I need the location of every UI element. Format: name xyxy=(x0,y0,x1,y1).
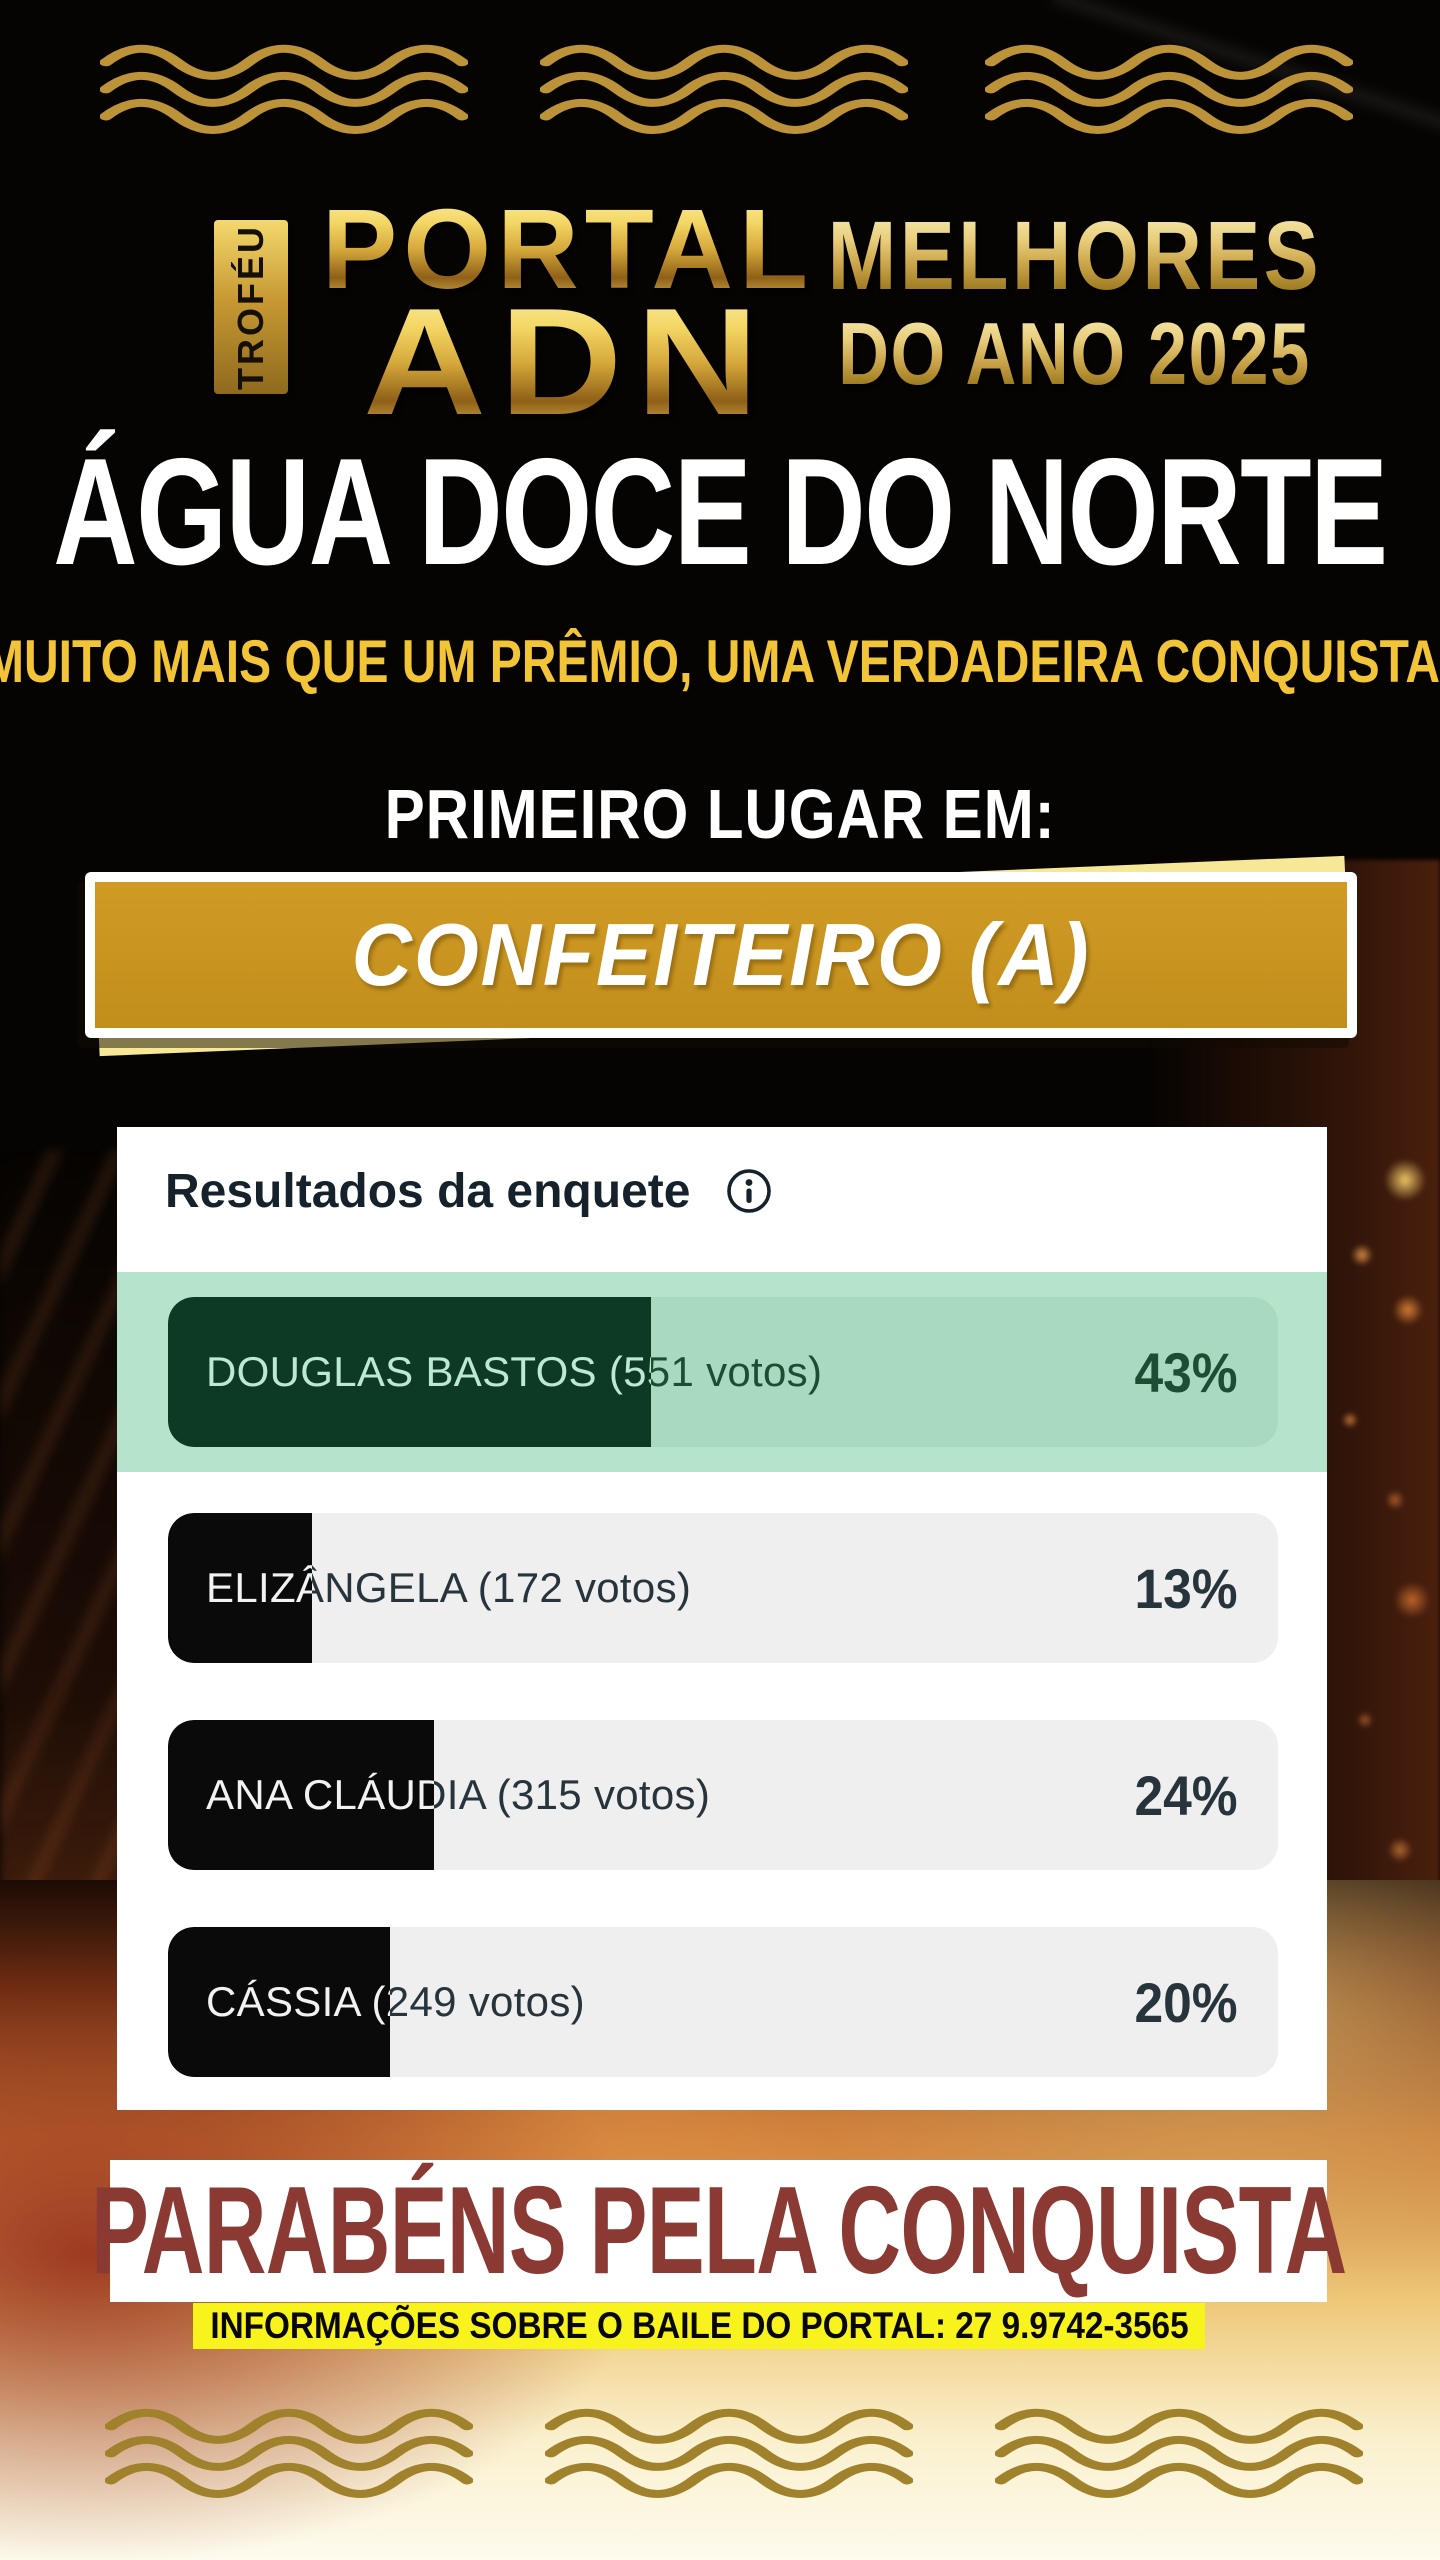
poll-title: Resultados da enquete xyxy=(165,1164,691,1218)
congrats-text: PARABÉNS PELA CONQUISTA xyxy=(90,2162,1347,2300)
poll-bar-fill: CÁSSIA (249 votos) xyxy=(168,1927,390,2077)
poll-bar-fill: DOUGLAS BASTOS (551 votos) xyxy=(168,1297,651,1447)
poll-results-card: Resultados da enquete DOUGLAS BASTOS (55… xyxy=(117,1127,1327,2110)
logo-do-ano: DO ANO 2025 xyxy=(838,304,1311,403)
poll-percent: 13% xyxy=(1134,1556,1238,1620)
poll-row: ELIZÂNGELA (172 votos) ELIZÂNGELA (172 v… xyxy=(168,1513,1278,1663)
trofeu-label: TROFÉU xyxy=(230,224,271,390)
poll-option-label-overlay: DOUGLAS BASTOS (551 votos) xyxy=(206,1348,651,1395)
poll-option-label-overlay: ELIZÂNGELA (172 votos) xyxy=(206,1564,313,1611)
poll-header: Resultados da enquete xyxy=(165,1159,774,1223)
brand-adn: ADN xyxy=(298,277,838,447)
poll-bar-track: CÁSSIA (249 votos) CÁSSIA (249 votos) 20… xyxy=(168,1927,1278,2077)
gold-waves-icon xyxy=(985,34,1353,146)
brand-portal: PORTAL xyxy=(321,186,815,312)
info-strip-text: INFORMAÇÕES SOBRE O BAILE DO PORTAL: 27 … xyxy=(209,2305,1189,2346)
trofeu-badge: TROFÉU xyxy=(214,220,288,394)
poll-row: ANA CLÁUDIA (315 votos) ANA CLÁUDIA (315… xyxy=(168,1720,1278,1870)
tagline: MUITO MAIS QUE UM PRÊMIO, UMA VERDADEIRA… xyxy=(0,627,1440,695)
poll-percent: 43% xyxy=(1134,1340,1238,1404)
city-title: ÁGUA DOCE DO NORTE xyxy=(53,426,1388,597)
laurel-branch-icon xyxy=(92,192,210,437)
poll-bar-track: ANA CLÁUDIA (315 votos) ANA CLÁUDIA (315… xyxy=(168,1720,1278,1870)
logo-melhores: MELHORES xyxy=(827,201,1322,310)
poll-option-label-overlay: CÁSSIA (249 votos) xyxy=(206,1978,390,2025)
category-banner: CONFEITEIRO (A) xyxy=(85,872,1357,1038)
poll-bar-fill: ELIZÂNGELA (172 votos) xyxy=(168,1513,313,1663)
info-strip: INFORMAÇÕES SOBRE O BAILE DO PORTAL: 27 … xyxy=(193,2303,1205,2349)
category-name: CONFEITEIRO (A) xyxy=(351,905,1091,1004)
award-label: PRIMEIRO LUGAR EM: xyxy=(384,775,1056,853)
poll-percent: 20% xyxy=(1134,1970,1238,2034)
gold-waves-icon xyxy=(100,34,468,146)
poll-row: DOUGLAS BASTOS (551 votos) DOUGLAS BASTO… xyxy=(168,1297,1278,1447)
poll-bar-fill: ANA CLÁUDIA (315 votos) xyxy=(168,1720,435,1870)
congrats-banner: PARABÉNS PELA CONQUISTA xyxy=(91,2160,1347,2302)
poll-bar-track: ELIZÂNGELA (172 votos) ELIZÂNGELA (172 v… xyxy=(168,1513,1278,1663)
poll-bar-track: DOUGLAS BASTOS (551 votos) DOUGLAS BASTO… xyxy=(168,1297,1278,1447)
poll-row: CÁSSIA (249 votos) CÁSSIA (249 votos) 20… xyxy=(168,1927,1278,2077)
gold-waves-icon xyxy=(105,2398,473,2510)
poll-option-label-overlay: ANA CLÁUDIA (315 votos) xyxy=(206,1771,435,1818)
gold-waves-icon xyxy=(995,2398,1363,2510)
gold-waves-icon xyxy=(540,34,908,146)
gold-waves-icon xyxy=(545,2398,913,2510)
poll-percent: 24% xyxy=(1134,1763,1238,1827)
laurel-branch-icon xyxy=(1288,192,1406,437)
info-icon[interactable] xyxy=(724,1166,774,1216)
